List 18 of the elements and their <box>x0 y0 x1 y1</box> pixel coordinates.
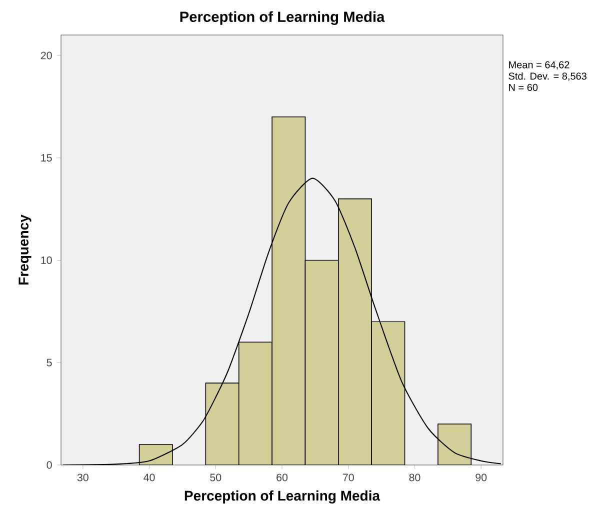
x-tick-label: 80 <box>409 474 420 482</box>
y-tick-label: 0 <box>46 461 52 469</box>
x-axis-title: Perception of Learning Media <box>184 490 380 504</box>
y-tick-label: 5 <box>46 358 52 366</box>
x-tick-label: 70 <box>342 474 354 482</box>
y-tick-label: 10 <box>41 256 52 264</box>
x-tick-label: 40 <box>144 474 155 482</box>
y-tick-label: 20 <box>40 52 52 60</box>
x-tick-label: 30 <box>77 474 88 482</box>
x-tick-label: 50 <box>210 474 222 482</box>
chart-title: Perception of Learning Media <box>180 11 385 25</box>
text: Std. Dev. = 8,563 <box>508 72 586 81</box>
y-tick-label: 15 <box>41 154 52 162</box>
x-tick-label: 60 <box>276 474 288 482</box>
y-axis-title: Frequency <box>18 214 32 284</box>
text: N = 60 <box>509 84 538 92</box>
text: Mean = 64,62 <box>509 61 570 70</box>
x-tick-label: 90 <box>476 474 487 482</box>
